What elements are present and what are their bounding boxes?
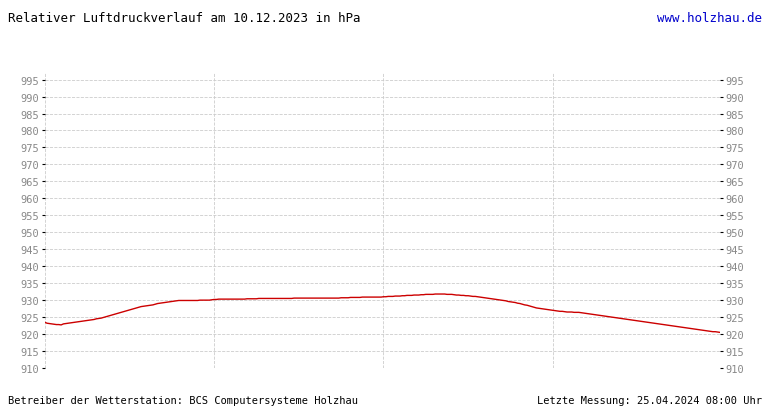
Text: Letzte Messung: 25.04.2024 08:00 Uhr: Letzte Messung: 25.04.2024 08:00 Uhr bbox=[537, 395, 762, 405]
Text: Relativer Luftdruckverlauf am 10.12.2023 in hPa: Relativer Luftdruckverlauf am 10.12.2023… bbox=[8, 12, 360, 25]
Text: Betreiber der Wetterstation: BCS Computersysteme Holzhau: Betreiber der Wetterstation: BCS Compute… bbox=[8, 395, 358, 405]
Text: www.holzhau.de: www.holzhau.de bbox=[658, 12, 762, 25]
